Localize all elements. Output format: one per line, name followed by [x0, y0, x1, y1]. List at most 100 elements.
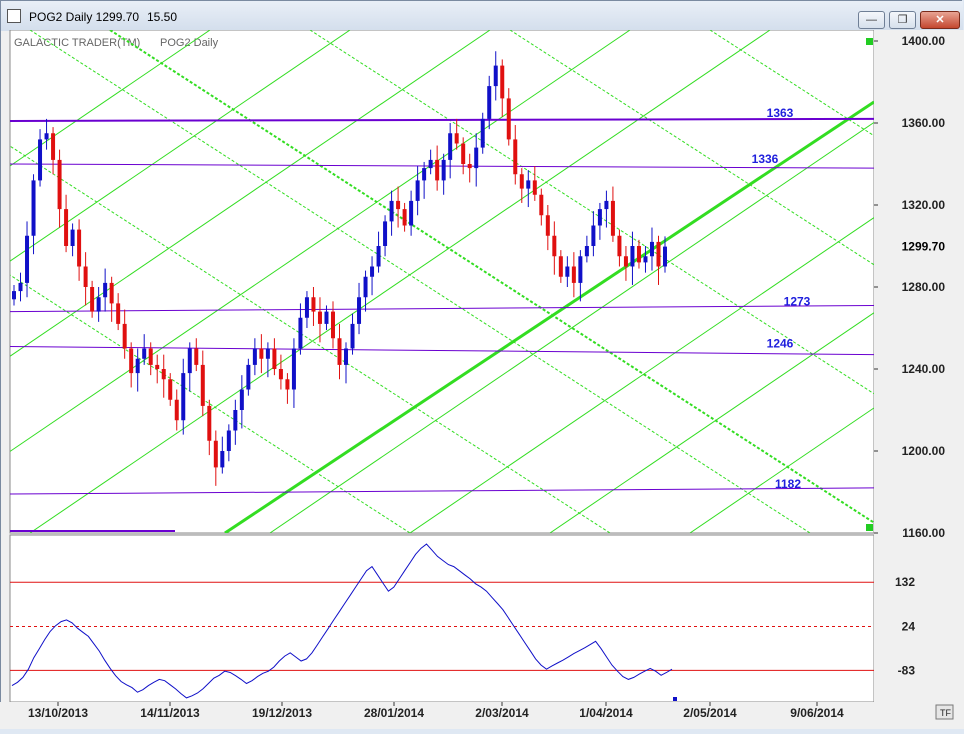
oscillator-panel	[9, 534, 875, 703]
candle-body	[200, 364, 205, 406]
candle-body	[12, 291, 16, 300]
gann-up-line	[29, 30, 771, 533]
timeframe-label: TF	[940, 708, 951, 718]
scroll-top-marker[interactable]	[866, 38, 873, 45]
candle-body	[344, 348, 349, 365]
candle-body	[96, 297, 101, 312]
maximize-button[interactable]: ❐	[889, 11, 916, 29]
time-axis	[0, 702, 964, 729]
price-tick-label: 1200.00	[902, 444, 946, 458]
resistance-label: 1273	[784, 295, 811, 309]
candle-body	[467, 164, 472, 169]
gann-up-line	[409, 217, 874, 533]
resistance-line	[9, 487, 875, 495]
candle-body	[474, 147, 479, 169]
price-tick-label: 1160.00	[902, 526, 945, 540]
candle-body	[135, 358, 140, 374]
oscillator-series: 132 24 -83	[10, 543, 916, 701]
candle-body	[155, 364, 160, 369]
candle-body	[70, 229, 75, 246]
resistance-lines: 1363 1336 1273 1246 1182	[9, 106, 875, 532]
candle-body	[493, 65, 498, 87]
candle-body	[337, 338, 342, 365]
candle-body	[25, 235, 30, 283]
candle-body	[246, 364, 251, 390]
candle-body	[298, 317, 303, 349]
chart-area[interactable]: GALACTIC TRADER(TM) POG2 Daily 1363 1336 1…	[0, 29, 964, 729]
oscillator-tick-label: 24	[902, 620, 916, 634]
candle-body	[285, 379, 290, 390]
candle-body	[122, 323, 127, 349]
date-tick-label: 28/01/2014	[364, 706, 424, 720]
instrument-label: POG2 Daily	[160, 37, 219, 49]
candle-body	[591, 225, 596, 246]
oscillator-line	[11, 543, 673, 699]
candle-body	[526, 180, 531, 189]
last-price-label: 1299.70	[902, 240, 946, 254]
candle-body	[643, 256, 648, 263]
candle-body	[487, 86, 492, 119]
price-tick-label: 1360.00	[902, 116, 946, 130]
candle-body	[519, 174, 524, 189]
candle-body	[435, 159, 440, 181]
chart-canvas[interactable]: GALACTIC TRADER(TM) POG2 Daily 136313361…	[0, 29, 964, 729]
candle-body	[233, 410, 238, 431]
oscillator-tick-label: -83	[898, 663, 916, 677]
candle-body	[44, 133, 49, 140]
date-tick-label: 9/06/2014	[790, 706, 844, 720]
price-axis	[874, 30, 964, 729]
candle-body	[441, 159, 446, 181]
candle-body	[103, 282, 108, 298]
resistance-line	[9, 345, 875, 356]
candle-body	[409, 200, 414, 226]
candle-body	[207, 405, 212, 441]
scroll-bottom-marker[interactable]	[866, 524, 873, 531]
candle-body	[51, 133, 56, 160]
oscillator-tick-label: 132	[895, 575, 915, 589]
candle-body	[324, 311, 329, 324]
candle-body	[558, 256, 563, 277]
candle-body	[259, 348, 264, 359]
candle-body	[181, 373, 186, 421]
candle-body	[357, 297, 362, 324]
gann-up-line	[549, 312, 874, 533]
title-bar[interactable]: POG2 Daily 1299.70 15.50 — ❐ ✕	[1, 1, 963, 31]
price-ticks: 1400.00 1360.00 1320.00 1280.00 1240.00 1200.…	[874, 34, 945, 540]
date-tick-label: 2/05/2014	[683, 706, 737, 720]
resistance-line	[9, 304, 875, 313]
candle-body	[109, 282, 114, 304]
candle-body	[363, 276, 368, 298]
price-tick-label: 1320.00	[902, 198, 946, 212]
candle-body	[311, 297, 316, 312]
candle-body	[617, 235, 622, 257]
date-tick-label: 1/04/2014	[579, 706, 633, 720]
candle-body	[428, 159, 433, 169]
candle-body	[454, 133, 459, 144]
timeframe-button[interactable]	[935, 704, 954, 720]
gann-up-line	[10, 30, 351, 262]
candle-body	[630, 246, 635, 267]
candle-body	[239, 389, 244, 410]
candle-body	[168, 379, 173, 400]
candle-body	[623, 256, 628, 267]
gann-up-line	[689, 407, 874, 533]
gann-angle-lines	[10, 30, 874, 533]
candle-body	[565, 266, 570, 277]
candle-body	[350, 323, 355, 349]
candle-body	[649, 241, 654, 257]
candle-body	[291, 348, 296, 390]
close-button[interactable]: ✕	[920, 11, 960, 29]
candle-body	[194, 348, 199, 365]
price-tick-label: 1280.00	[902, 280, 946, 294]
candle-body	[252, 348, 257, 365]
candle-body	[480, 118, 485, 148]
minimize-button[interactable]: —	[858, 11, 885, 29]
candle-body	[38, 139, 43, 181]
price-panel	[9, 29, 875, 534]
price-tick-label: 1240.00	[902, 362, 946, 376]
candle-body	[663, 246, 667, 267]
candle-body	[636, 246, 641, 263]
candle-body	[116, 303, 121, 324]
price-tick-label: 1400.00	[902, 34, 946, 48]
candle-body	[187, 348, 192, 374]
